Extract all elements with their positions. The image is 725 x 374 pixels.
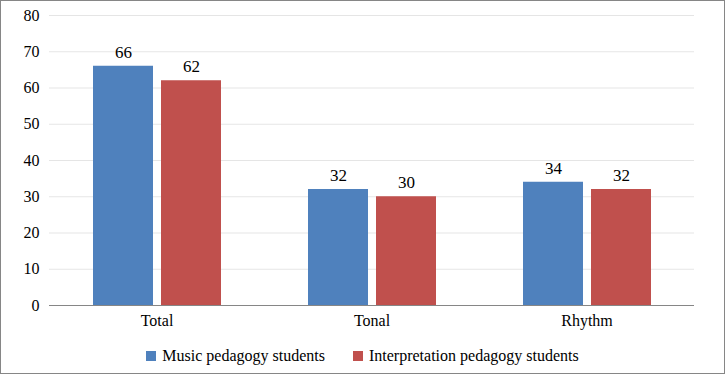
- svg-text:80: 80: [24, 7, 40, 24]
- svg-text:20: 20: [24, 224, 40, 241]
- svg-text:62: 62: [183, 57, 200, 76]
- svg-text:0: 0: [32, 297, 40, 314]
- svg-text:30: 30: [24, 188, 40, 205]
- svg-text:30: 30: [398, 173, 415, 192]
- svg-text:34: 34: [545, 159, 563, 178]
- svg-text:70: 70: [24, 43, 40, 60]
- svg-text:50: 50: [24, 115, 40, 132]
- svg-text:32: 32: [330, 166, 347, 185]
- svg-text:Rhythm: Rhythm: [561, 312, 613, 330]
- svg-text:Tonal: Tonal: [354, 312, 391, 329]
- svg-text:66: 66: [115, 43, 132, 62]
- svg-text:32: 32: [613, 166, 630, 185]
- svg-text:40: 40: [24, 152, 40, 169]
- svg-text:60: 60: [24, 79, 40, 96]
- svg-text:Total: Total: [141, 312, 174, 329]
- svg-text:10: 10: [24, 260, 40, 277]
- html-text:Music pedagogy students: Music pedagogy students: [162, 347, 325, 364]
- html-text:Interpretation pedagogy studen: Interpretation pedagogy students: [369, 347, 579, 364]
